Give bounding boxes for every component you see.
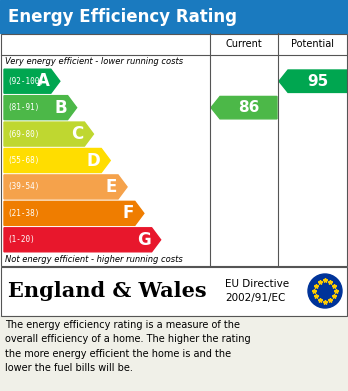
Text: D: D xyxy=(87,151,100,170)
Text: The energy efficiency rating is a measure of the
overall efficiency of a home. T: The energy efficiency rating is a measur… xyxy=(5,320,251,373)
Text: G: G xyxy=(137,231,151,249)
Text: Potential: Potential xyxy=(292,39,334,49)
Bar xyxy=(0,316,348,391)
Text: E: E xyxy=(106,178,117,196)
Polygon shape xyxy=(4,201,144,225)
Text: (81-91): (81-91) xyxy=(7,103,39,112)
Text: Very energy efficient - lower running costs: Very energy efficient - lower running co… xyxy=(5,57,183,66)
Text: A: A xyxy=(37,72,50,90)
Text: 86: 86 xyxy=(238,100,259,115)
Bar xyxy=(0,33,348,266)
Text: EU Directive: EU Directive xyxy=(225,279,289,289)
Text: Not energy efficient - higher running costs: Not energy efficient - higher running co… xyxy=(5,255,183,264)
Bar xyxy=(1,34,347,266)
Text: 95: 95 xyxy=(307,74,328,89)
Text: (21-38): (21-38) xyxy=(7,209,39,218)
Text: (92-100): (92-100) xyxy=(7,77,44,86)
Polygon shape xyxy=(4,96,77,120)
Polygon shape xyxy=(279,70,347,92)
Text: Current: Current xyxy=(226,39,262,49)
Polygon shape xyxy=(4,69,60,93)
Text: Energy Efficiency Rating: Energy Efficiency Rating xyxy=(8,7,237,25)
Text: England & Wales: England & Wales xyxy=(8,281,207,301)
Text: C: C xyxy=(71,125,84,143)
Polygon shape xyxy=(4,149,110,172)
Bar xyxy=(0,266,348,316)
Text: (39-54): (39-54) xyxy=(7,183,39,192)
Text: B: B xyxy=(54,99,67,117)
Text: (1-20): (1-20) xyxy=(7,235,35,244)
Bar xyxy=(1,267,347,316)
Polygon shape xyxy=(4,175,127,199)
Text: (55-68): (55-68) xyxy=(7,156,39,165)
Polygon shape xyxy=(211,97,277,119)
Polygon shape xyxy=(4,228,161,252)
Circle shape xyxy=(308,274,342,308)
Text: (69-80): (69-80) xyxy=(7,129,39,138)
Bar xyxy=(0,0,348,33)
Text: 2002/91/EC: 2002/91/EC xyxy=(225,293,285,303)
Polygon shape xyxy=(4,122,94,146)
Text: F: F xyxy=(122,204,134,222)
